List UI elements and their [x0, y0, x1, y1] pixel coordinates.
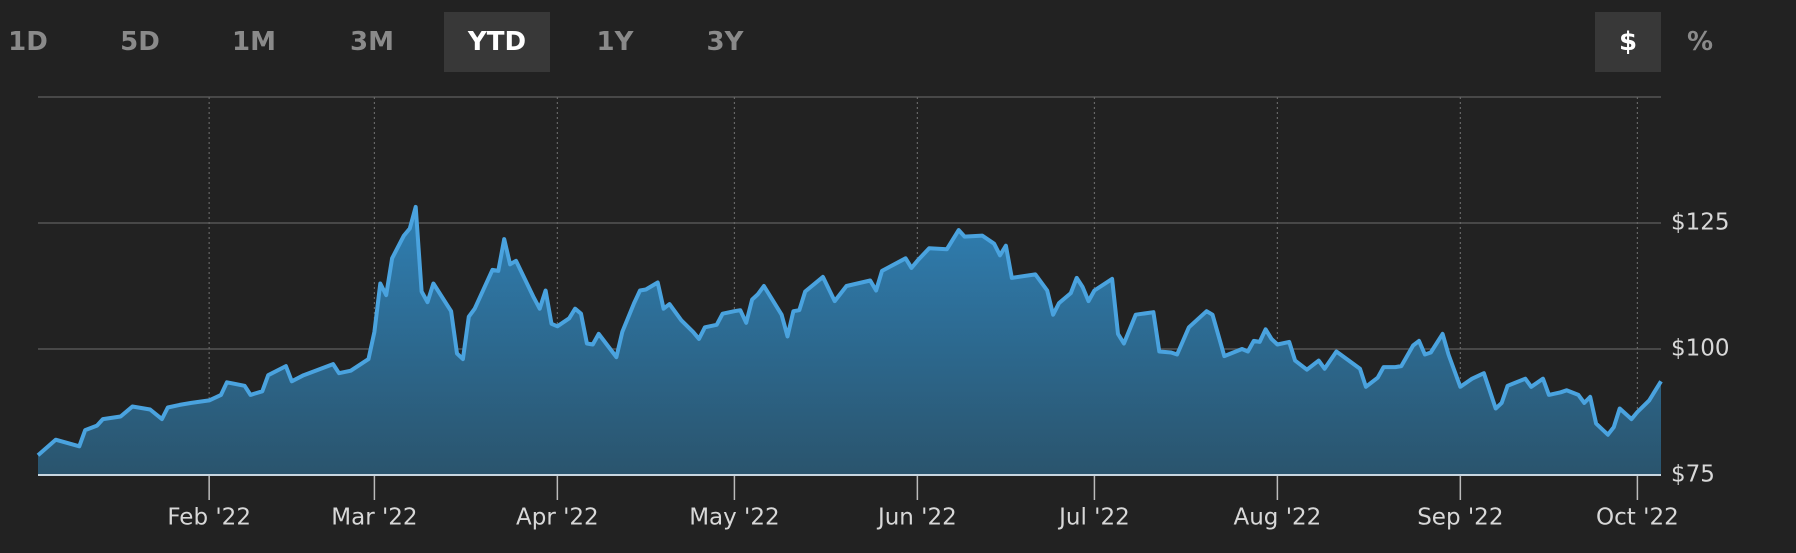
x-tick-label: Feb '22 — [167, 505, 251, 531]
x-tick-label: May '22 — [689, 505, 779, 531]
y-tick-label: $125 — [1671, 210, 1730, 236]
y-tick-label: $100 — [1671, 336, 1730, 362]
range-button[interactable]: 3Y — [706, 27, 744, 57]
unit-button[interactable]: $ — [1595, 12, 1661, 72]
range-button[interactable]: 1Y — [596, 27, 634, 57]
range-button[interactable]: 1M — [232, 27, 276, 57]
x-tick-label: Jul '22 — [1057, 505, 1130, 531]
x-tick-label: Apr '22 — [516, 505, 599, 531]
range-button[interactable]: 5D — [120, 27, 160, 57]
range-button[interactable]: 3M — [350, 27, 394, 57]
area-fill — [38, 206, 1661, 475]
range-button[interactable]: YTD — [444, 12, 550, 72]
x-tick-label: Mar '22 — [331, 505, 417, 531]
x-tick-label: Jun '22 — [876, 505, 957, 531]
price-line — [36, 204, 1663, 457]
x-tick-label: Sep '22 — [1417, 505, 1503, 531]
x-tick-label: Oct '22 — [1596, 505, 1679, 531]
y-tick-label: $75 — [1671, 462, 1715, 488]
unit-button[interactable]: % — [1686, 27, 1714, 57]
range-button[interactable]: 1D — [8, 27, 48, 57]
x-tick-label: Aug '22 — [1233, 505, 1321, 531]
